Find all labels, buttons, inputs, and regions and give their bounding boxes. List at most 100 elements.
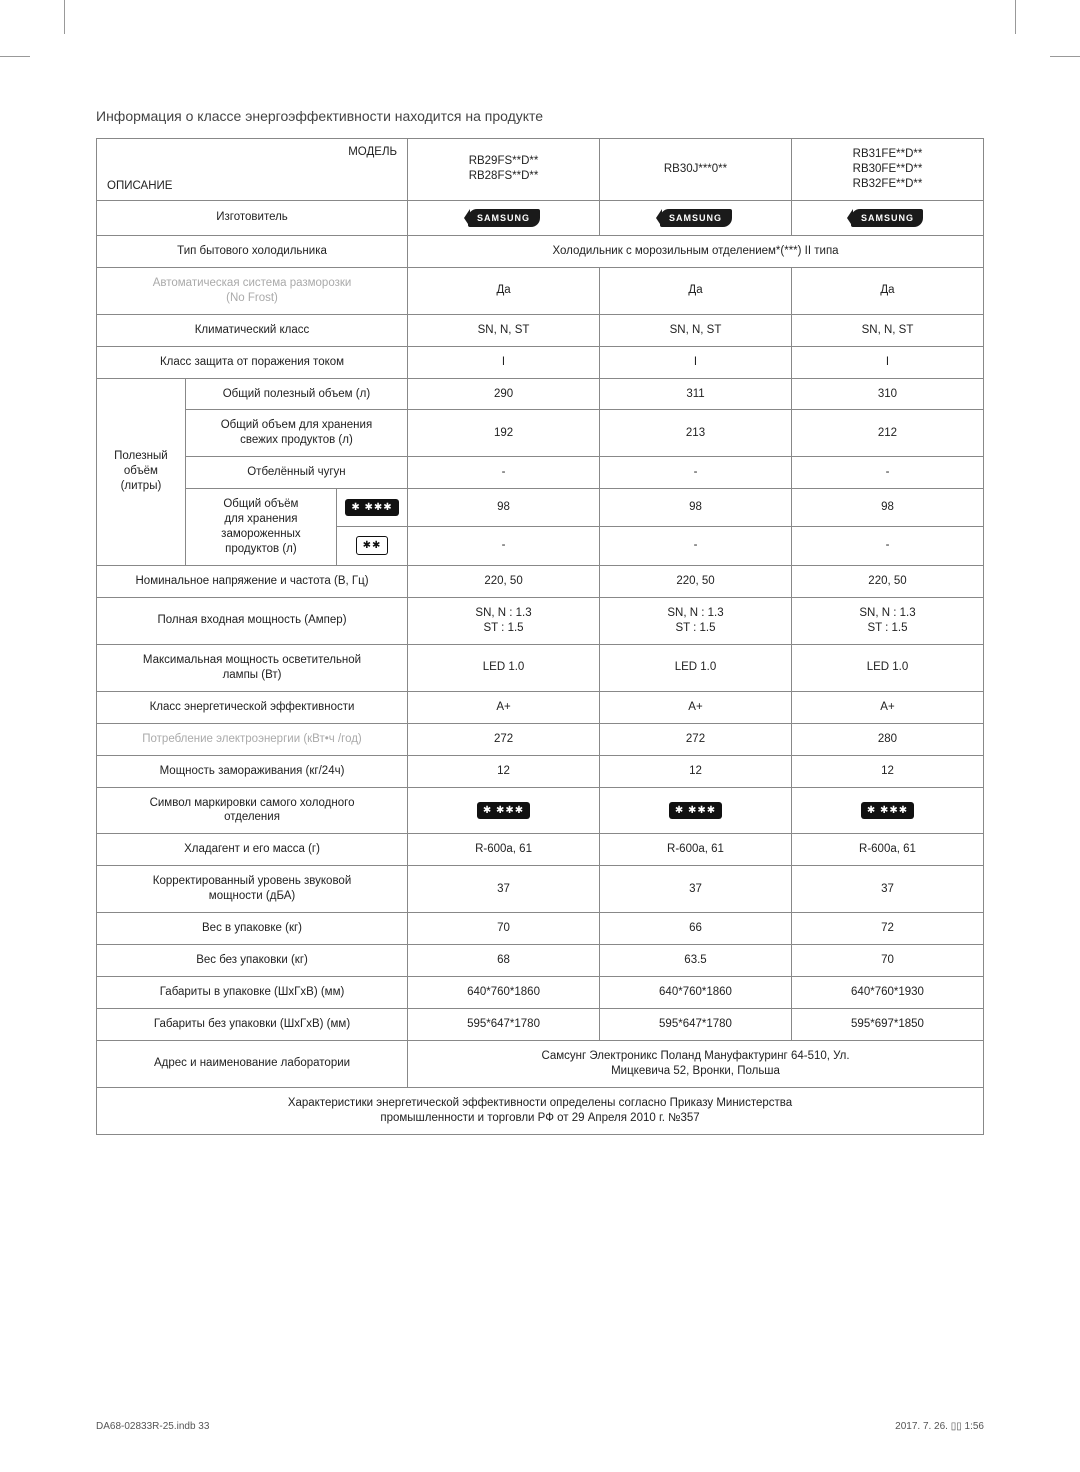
cell-fresh-1: 192	[408, 410, 600, 457]
cell-voltage-3: 220, 50	[791, 566, 983, 598]
cell-nofrost-3: Да	[791, 267, 983, 314]
star2-icon: ✱✱	[356, 536, 389, 555]
cell-refrigerant-2: R-600a, 61	[600, 834, 792, 866]
cell-shock-3: I	[791, 346, 983, 378]
cell-dim-net-1: 595*647*1780	[408, 1009, 600, 1041]
cell-cold-3: ✱ ✱✱✱	[791, 787, 983, 834]
footer-right: 2017. 7. 26. ▯▯ 1:56	[895, 1421, 984, 1432]
page-footer: DA68-02833R-25.indb 33 2017. 7. 26. ▯▯ 1…	[96, 1421, 984, 1432]
row-total-label: Общий полезный объем (л)	[185, 378, 407, 410]
cell-climate-2: SN, N, ST	[600, 314, 792, 346]
star4-icon: ✱ ✱✱✱	[345, 499, 398, 516]
cell-refrigerant-1: R-600a, 61	[408, 834, 600, 866]
row-footnote: Характеристики энергетической эффективно…	[97, 1087, 984, 1134]
cell-total-2: 311	[600, 378, 792, 410]
cell-climate-3: SN, N, ST	[791, 314, 983, 346]
cell-frozen2-1: -	[408, 526, 600, 565]
cell-refrigerant-3: R-600a, 61	[791, 834, 983, 866]
cell-frozen4-2: 98	[600, 489, 792, 526]
row-noise-label: Корректированный уровень звуковой мощнос…	[97, 866, 408, 913]
header-desc-model: МОДЕЛЬ ОПИСАНИЕ	[97, 139, 408, 201]
cell-dim-pack-3: 640*760*1930	[791, 977, 983, 1009]
cell-power-3: SN, N : 1.3 ST : 1.5	[791, 597, 983, 644]
footer-left: DA68-02833R-25.indb 33	[96, 1421, 209, 1432]
cell-dim-net-2: 595*647*1780	[600, 1009, 792, 1041]
samsung-badge: SAMSUNG	[660, 209, 732, 227]
row-power-label: Полная входная мощность (Ампер)	[97, 597, 408, 644]
star4-icon: ✱ ✱✱✱	[861, 802, 914, 819]
samsung-badge: SAMSUNG	[468, 209, 540, 227]
cell-dim-net-3: 595*697*1850	[791, 1009, 983, 1041]
star4-icon: ✱ ✱✱✱	[477, 802, 530, 819]
cell-voltage-2: 220, 50	[600, 566, 792, 598]
cell-lamp-2: LED 1.0	[600, 644, 792, 691]
cell-weight-pack-3: 72	[791, 913, 983, 945]
row-lab-label: Адрес и наименование лаборатории	[97, 1040, 408, 1087]
row-freeze-label: Мощность замораживания (кг/24ч)	[97, 755, 408, 787]
row-cast-label: Отбелённый чугун	[185, 457, 407, 489]
badge-2star: ✱✱	[336, 526, 407, 565]
row-climate-label: Климатический класс	[97, 314, 408, 346]
cell-consumption-2: 272	[600, 723, 792, 755]
desc-label: ОПИСАНИЕ	[107, 179, 172, 194]
cell-nofrost-2: Да	[600, 267, 792, 314]
row-nofrost-label: Автоматическая система разморозки (No Fr…	[97, 267, 408, 314]
row-fresh-label: Общий объем для хранения свежих продукто…	[185, 410, 407, 457]
cell-total-3: 310	[791, 378, 983, 410]
row-cold-label: Символ маркировки самого холодного отдел…	[97, 787, 408, 834]
cell-manufacturer-1: SAMSUNG	[408, 200, 600, 235]
row-voltage-label: Номинальное напряжение и частота (В, Гц)	[97, 566, 408, 598]
cell-lab-value: Самсунг Электроникс Поланд Мануфактуринг…	[408, 1040, 984, 1087]
row-dim-net-label: Габариты без упаковки (ШхГхВ) (мм)	[97, 1009, 408, 1041]
model-col-3: RB31FE**D** RB30FE**D** RB32FE**D**	[791, 139, 983, 201]
row-dim-pack-label: Габариты в упаковке (ШхГхВ) (мм)	[97, 977, 408, 1009]
row-lamp-label: Максимальная мощность осветительной ламп…	[97, 644, 408, 691]
cell-lamp-1: LED 1.0	[408, 644, 600, 691]
spec-table: МОДЕЛЬ ОПИСАНИЕ RB29FS**D** RB28FS**D** …	[96, 138, 984, 1135]
star4-icon: ✱ ✱✱✱	[669, 802, 722, 819]
cell-shock-2: I	[600, 346, 792, 378]
cell-nofrost-1: Да	[408, 267, 600, 314]
cell-frozen2-3: -	[791, 526, 983, 565]
cell-type-value: Холодильник с морозильным отделением*(**…	[408, 235, 984, 267]
cell-freeze-1: 12	[408, 755, 600, 787]
cell-manufacturer-2: SAMSUNG	[600, 200, 792, 235]
cell-power-1: SN, N : 1.3 ST : 1.5	[408, 597, 600, 644]
cell-total-1: 290	[408, 378, 600, 410]
row-type-label: Тип бытового холодильника	[97, 235, 408, 267]
badge-4star: ✱ ✱✱✱	[336, 489, 407, 526]
row-volume-group: Полезный объём (литры)	[97, 378, 186, 566]
cell-cast-1: -	[408, 457, 600, 489]
cell-dim-pack-2: 640*760*1860	[600, 977, 792, 1009]
cell-voltage-1: 220, 50	[408, 566, 600, 598]
cell-frozen2-2: -	[600, 526, 792, 565]
cell-fresh-2: 213	[600, 410, 792, 457]
cell-cast-2: -	[600, 457, 792, 489]
model-label: МОДЕЛЬ	[348, 145, 397, 160]
cell-frozen4-3: 98	[791, 489, 983, 526]
cell-noise-2: 37	[600, 866, 792, 913]
cell-cold-1: ✱ ✱✱✱	[408, 787, 600, 834]
cell-consumption-1: 272	[408, 723, 600, 755]
cell-weight-net-1: 68	[408, 945, 600, 977]
row-consumption-label: Потребление электроэнергии (кВт•ч /год)	[97, 723, 408, 755]
cell-frozen4-1: 98	[408, 489, 600, 526]
cell-shock-1: I	[408, 346, 600, 378]
samsung-badge: SAMSUNG	[851, 209, 923, 227]
row-manufacturer-label: Изготовитель	[97, 200, 408, 235]
cell-weight-net-2: 63.5	[600, 945, 792, 977]
cell-consumption-3: 280	[791, 723, 983, 755]
cell-dim-pack-1: 640*760*1860	[408, 977, 600, 1009]
cell-power-2: SN, N : 1.3 ST : 1.5	[600, 597, 792, 644]
model-col-1: RB29FS**D** RB28FS**D**	[408, 139, 600, 201]
row-weight-net-label: Вес без упаковки (кг)	[97, 945, 408, 977]
row-weight-pack-label: Вес в упаковке (кг)	[97, 913, 408, 945]
cell-manufacturer-3: SAMSUNG	[791, 200, 983, 235]
cell-energy-1: A+	[408, 691, 600, 723]
row-refrigerant-label: Хладагент и его масса (г)	[97, 834, 408, 866]
cell-cold-2: ✱ ✱✱✱	[600, 787, 792, 834]
cell-weight-pack-2: 66	[600, 913, 792, 945]
cell-freeze-2: 12	[600, 755, 792, 787]
cell-weight-net-3: 70	[791, 945, 983, 977]
cell-lamp-3: LED 1.0	[791, 644, 983, 691]
